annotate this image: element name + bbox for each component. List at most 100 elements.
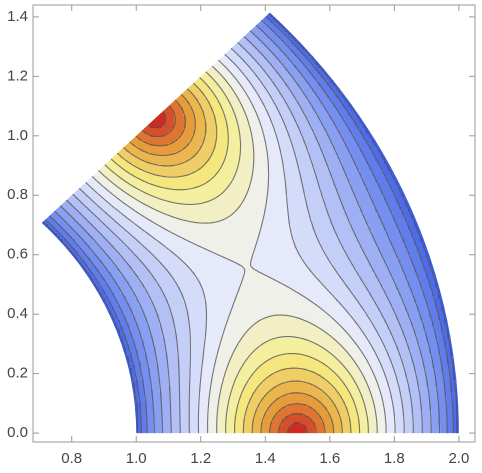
contour-band	[219, 128, 223, 132]
contour-band	[294, 59, 298, 63]
contour-band	[288, 35, 292, 39]
contour-band	[243, 152, 247, 156]
contour-band	[309, 119, 313, 123]
contour-band	[165, 116, 169, 120]
contour-band	[351, 119, 355, 123]
contour-band	[207, 62, 211, 66]
contour-band	[228, 95, 232, 99]
contour-band	[41, 212, 43, 216]
contour-band	[375, 134, 379, 138]
contour-band	[348, 140, 352, 144]
contour-band	[207, 56, 211, 60]
contour-band	[264, 68, 268, 72]
contour-band	[312, 104, 316, 108]
contour-band	[234, 47, 238, 51]
contour-band	[333, 71, 337, 75]
contour-band	[276, 122, 280, 126]
contour-band	[273, 140, 277, 144]
contour-band	[228, 146, 232, 150]
contour-band	[246, 47, 250, 51]
contour-band	[258, 12, 262, 15]
contour-band	[246, 74, 250, 78]
contour-band	[138, 131, 142, 135]
contour-band	[246, 44, 250, 48]
contour-band	[99, 158, 103, 162]
contour-band	[213, 47, 217, 51]
contour-band	[228, 56, 232, 60]
contour-band	[204, 86, 208, 90]
contour-band	[327, 107, 331, 111]
contour-band	[168, 134, 172, 138]
contour-band	[369, 149, 373, 153]
contour-band	[156, 122, 160, 126]
contour-band	[282, 110, 286, 114]
contour-band	[132, 128, 136, 132]
contour-band	[273, 56, 277, 60]
contour-band	[270, 140, 274, 144]
contour-band	[156, 110, 160, 114]
contour-band	[216, 104, 220, 108]
contour-band	[276, 53, 280, 57]
contour-band	[270, 101, 274, 105]
contour-band	[288, 122, 292, 126]
contour-band	[234, 26, 238, 30]
contour-band	[171, 107, 175, 111]
contour-band	[177, 143, 181, 147]
contour-band	[285, 65, 289, 69]
contour-band	[57, 200, 61, 204]
contour-band	[303, 41, 307, 45]
contour-band	[249, 140, 253, 144]
contour-band	[267, 83, 271, 87]
contour-band	[228, 38, 232, 42]
contour-band	[312, 140, 316, 144]
contour-band	[216, 110, 220, 114]
contour-band	[300, 146, 304, 150]
contour-band	[207, 110, 211, 114]
contour-band	[198, 140, 202, 144]
contour-band	[408, 197, 412, 201]
contour-band	[192, 104, 196, 108]
contour-band	[288, 143, 292, 147]
contour-band	[279, 140, 283, 144]
contour-band	[102, 149, 106, 153]
contour-band	[246, 116, 250, 120]
contour-band	[141, 128, 145, 132]
contour-band	[276, 83, 280, 87]
contour-band	[231, 140, 235, 144]
contour-band	[243, 119, 247, 123]
contour-band	[249, 8, 253, 12]
contour-band	[153, 104, 157, 108]
contour-band	[282, 104, 286, 108]
contour-band	[246, 113, 250, 117]
contour-band	[216, 50, 220, 54]
contour-band	[198, 68, 202, 72]
contour-band	[159, 155, 163, 159]
contour-band	[252, 89, 256, 93]
contour-band	[168, 155, 172, 159]
contour-band	[186, 98, 190, 102]
contour-band	[276, 128, 280, 132]
contour-band	[252, 53, 256, 57]
contour-band	[189, 77, 193, 81]
contour-band	[336, 89, 340, 93]
contour-band	[258, 35, 262, 39]
contour-band	[306, 140, 310, 144]
contour-band	[213, 152, 217, 156]
contour-band	[342, 131, 346, 135]
contour-band	[330, 146, 334, 150]
contour-band	[156, 107, 160, 111]
contour-band	[150, 104, 154, 108]
contour-band	[171, 92, 175, 96]
contour-band	[225, 101, 229, 105]
contour-band	[330, 107, 334, 111]
contour-band	[237, 149, 241, 153]
contour-band	[207, 83, 211, 87]
contour-band	[372, 128, 376, 132]
contour-band	[300, 113, 304, 117]
contour-band	[297, 134, 301, 138]
contour-band	[240, 122, 244, 126]
contour-band	[261, 116, 265, 120]
contour-band	[225, 71, 229, 75]
contour-band	[324, 122, 328, 126]
contour-band	[333, 152, 337, 156]
